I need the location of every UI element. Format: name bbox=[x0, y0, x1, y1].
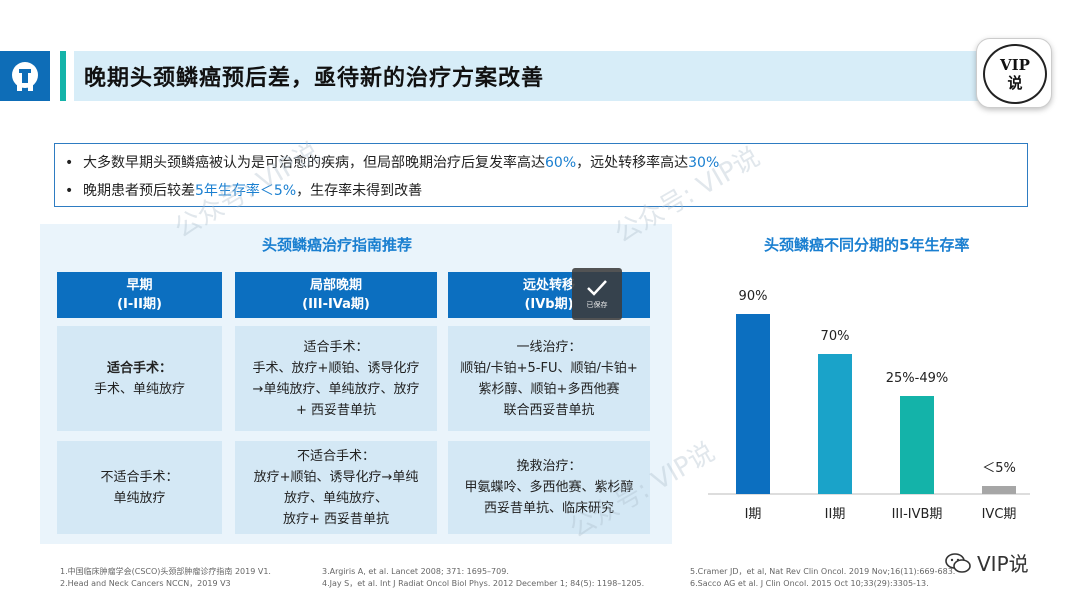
category-label: III-IVB期 bbox=[892, 507, 943, 522]
column-header-locally-advanced: 局部晚期 (III-IVa期) bbox=[235, 272, 437, 318]
footnote: 4.Jay S，et al. Int J Radiat Oncol Biol P… bbox=[322, 579, 645, 588]
bar-value-label: 90% bbox=[739, 289, 768, 304]
chart-title: 头颈鳞癌不同分期的5年生存率 bbox=[764, 236, 970, 254]
cell-line: 西妥昔单抗、临床研究 bbox=[483, 501, 614, 516]
brand-footer: VIP说 bbox=[945, 548, 1029, 577]
checkmark-icon bbox=[587, 280, 607, 296]
cell-label: 适合手术： bbox=[303, 339, 369, 355]
cell-label: 不适合手术： bbox=[100, 469, 179, 485]
guideline-panel-title: 头颈鳞癌治疗指南推荐 bbox=[262, 236, 413, 254]
summary-bullet-1: • 大多数早期头颈鳞癌被认为是可治愈的疾病，但局部晚期治疗后复发率高达60%，远处… bbox=[65, 152, 719, 172]
cell-early-no-surgery: 不适合手术： 单纯放疗 bbox=[57, 441, 222, 534]
bullet-dot: • bbox=[65, 183, 74, 199]
column-header-line: (IVb期) bbox=[524, 297, 574, 312]
column-header-early: 早期 (I-II期) bbox=[57, 272, 222, 318]
bar-2 bbox=[900, 396, 934, 494]
category-label: IVC期 bbox=[982, 507, 1017, 522]
cell-advanced-surgery: 适合手术： 手术、放疗+顺铂、诱导化疗 →单纯放疗、单纯放疗、放疗 + 西妥昔单… bbox=[235, 326, 437, 431]
cell-line: 放疗、单纯放疗、 bbox=[283, 490, 388, 506]
summary-box: • 大多数早期头颈鳞癌被认为是可治愈的疾病，但局部晚期治疗后复发率高达60%，远处… bbox=[54, 143, 1028, 207]
footnote: 6.Sacco AG et al. J Clin Oncol. 2015 Oct… bbox=[690, 579, 929, 588]
column-header-line: 局部晚期 bbox=[309, 278, 362, 293]
cell-label: 一线治疗： bbox=[516, 339, 582, 355]
survival-bar-chart: 90% I期 70% II期 25%-49% III-IVB期 ＜5% IVC期 bbox=[708, 289, 1030, 522]
bullet-highlight: 30% bbox=[688, 155, 720, 171]
bullet-highlight: 5年生存率＜5% bbox=[195, 183, 297, 199]
column-header-line: 远处转移 bbox=[522, 278, 575, 293]
column-header-line: (III-IVa期) bbox=[302, 297, 370, 312]
header-bar: 晚期头颈鳞癌预后差，亟待新的治疗方案改善 bbox=[0, 46, 1080, 108]
cell-line: →单纯放疗、单纯放疗、放疗 bbox=[252, 381, 420, 397]
category-label: II期 bbox=[825, 507, 846, 522]
footnote: 5.Cramer JD，et al, Nat Rev Clin Oncol. 2… bbox=[690, 567, 956, 576]
page-title: 晚期头颈鳞癌预后差，亟待新的治疗方案改善 bbox=[84, 66, 545, 91]
column-header-line: (I-II期) bbox=[117, 297, 162, 312]
cell-line: 联合西妥昔单抗 bbox=[503, 402, 595, 418]
footnote: 1.中国临床肿瘤学会(CSCO)头颈部肿瘤诊疗指南 2019 V1. bbox=[60, 567, 271, 576]
cell-label: 适合手术： bbox=[106, 360, 172, 376]
category-label: I期 bbox=[745, 507, 762, 522]
vip-badge-line2: 说 bbox=[1007, 74, 1023, 92]
cell-line: 手术、单纯放疗 bbox=[93, 381, 185, 397]
cell-line: 顺铂/卡铂+5-FU、顺铂/卡铂+ bbox=[460, 360, 638, 376]
head-logo-icon bbox=[0, 51, 50, 101]
cell-line: + 西妥昔单抗 bbox=[295, 402, 377, 418]
bullet-text: ，远处转移率高达 bbox=[576, 155, 689, 171]
cell-line: 手术、放疗+顺铂、诱导化疗 bbox=[252, 360, 420, 376]
title-band bbox=[74, 51, 1008, 101]
cell-label: 不适合手术： bbox=[296, 448, 375, 464]
brand-name: VIP说 bbox=[977, 552, 1029, 576]
bar-value-label: 25%-49% bbox=[886, 371, 948, 386]
cell-line: 紫杉醇、顺铂+多西他赛 bbox=[478, 381, 620, 397]
cell-line: 放疗+ 西妥昔单抗 bbox=[282, 511, 390, 527]
bar-value-label: 70% bbox=[821, 329, 850, 344]
cell-line: 单纯放疗 bbox=[113, 490, 166, 506]
column-header-line: 早期 bbox=[126, 278, 153, 293]
cell-line: 甲氨蝶呤、多西他赛、紫杉醇 bbox=[464, 480, 634, 495]
cell-line: 放疗+顺铂、诱导化疗→单纯 bbox=[253, 469, 419, 485]
saved-label: 已保存 bbox=[586, 301, 608, 309]
cell-label: 挽救治疗： bbox=[516, 459, 582, 474]
vip-badge: VIP 说 bbox=[976, 38, 1052, 108]
bar-3 bbox=[982, 486, 1016, 494]
cell-advanced-no-surgery: 不适合手术： 放疗+顺铂、诱导化疗→单纯 放疗、单纯放疗、 放疗+ 西妥昔单抗 bbox=[235, 441, 437, 534]
title-accent-bar bbox=[60, 51, 66, 101]
bullet-text: 晚期患者预后较差 bbox=[83, 183, 195, 199]
cell-early-surgery: 适合手术： 手术、单纯放疗 bbox=[57, 326, 222, 431]
cell-metastatic-salvage: 挽救治疗： 甲氨蝶呤、多西他赛、紫杉醇 西妥昔单抗、临床研究 bbox=[448, 441, 650, 534]
bar-value-label: ＜5% bbox=[982, 461, 1016, 476]
bullet-highlight: 60% bbox=[545, 155, 577, 171]
bar-1 bbox=[818, 354, 852, 494]
footnote: 3.Argiris A, et al. Lancet 2008; 371: 16… bbox=[322, 567, 509, 576]
cell-metastatic-first-line: 一线治疗： 顺铂/卡铂+5-FU、顺铂/卡铂+ 紫杉醇、顺铂+多西他赛 联合西妥… bbox=[448, 326, 650, 431]
bar-0 bbox=[736, 314, 770, 494]
summary-bullet-2: • 晚期患者预后较差5年生存率＜5%，生存率未得到改善 bbox=[65, 180, 422, 200]
footnote: 2.Head and Neck Cancers NCCN，2019 V3 bbox=[60, 579, 231, 588]
saved-toast[interactable]: 已保存 bbox=[572, 268, 622, 320]
wechat-icon bbox=[945, 552, 971, 573]
vip-badge-line1: VIP bbox=[1000, 56, 1030, 74]
bullet-text: 大多数早期头颈鳞癌被认为是可治愈的疾病，但局部晚期治疗后复发率高达 bbox=[83, 155, 545, 171]
bullet-dot: • bbox=[65, 155, 74, 171]
vip-badge-seal: VIP 说 bbox=[983, 44, 1047, 104]
bullet-text: ，生存率未得到改善 bbox=[296, 183, 423, 199]
